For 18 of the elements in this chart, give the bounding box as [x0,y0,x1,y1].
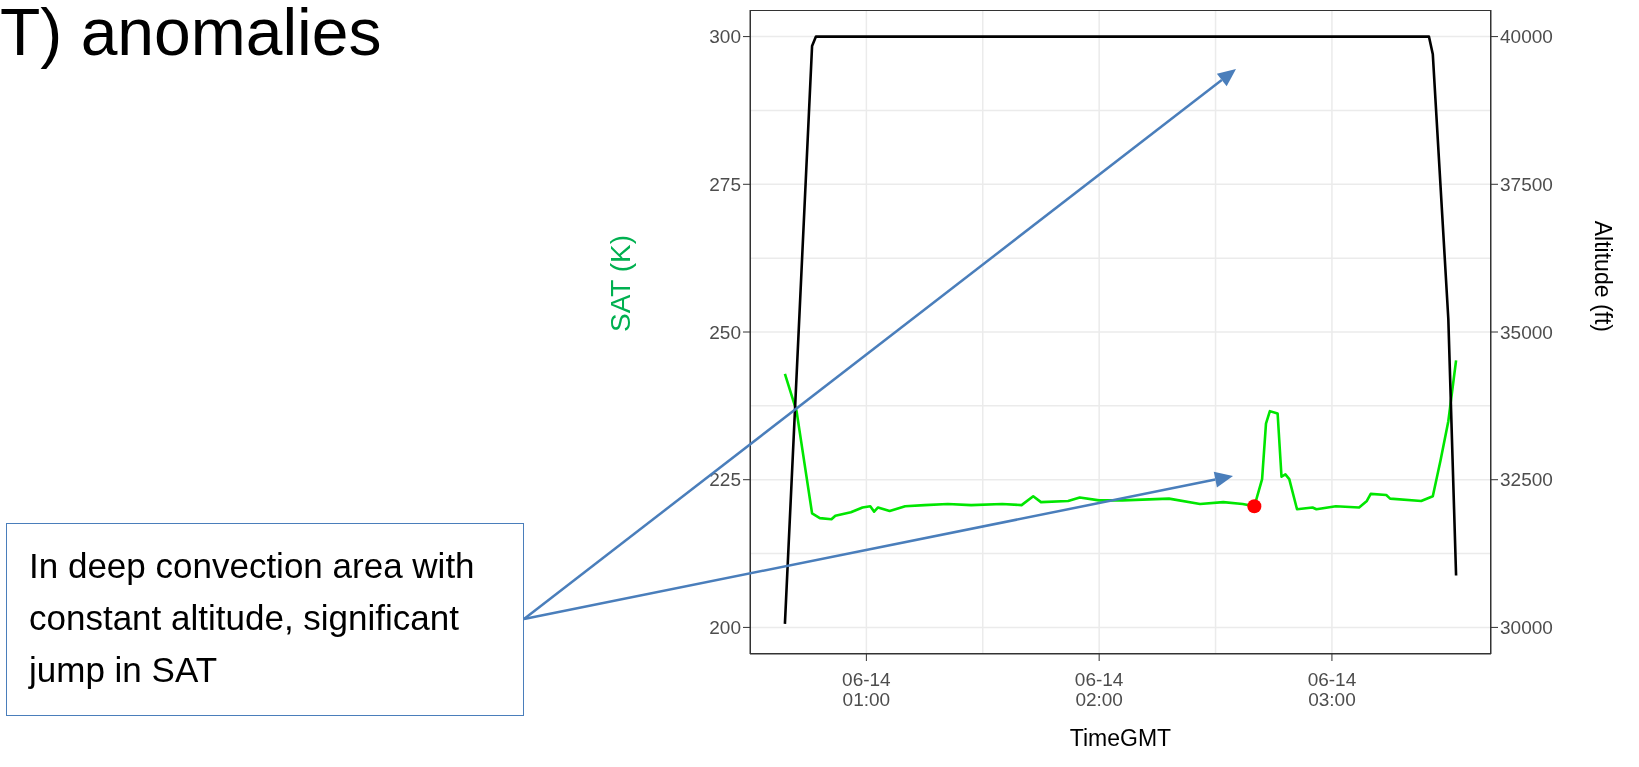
y-axis-title: SAT (K) [604,235,636,332]
y2-axis-title: Altitude (ft) [1589,220,1616,332]
y-tick-label: 275 [709,174,741,196]
y2-tick-label: 32500 [1500,469,1553,491]
x-tick-label: 06-14 01:00 [842,669,892,711]
y2-tick-label: 35000 [1500,321,1553,343]
x-tick-label: 06-14 03:00 [1307,669,1357,711]
x-axis-title: TimeGMT [1069,725,1172,751]
y-tick-label: 200 [709,617,741,639]
y-tick-label: 225 [709,469,741,491]
y-tick-label: 300 [709,26,741,48]
y2-tick-label: 40000 [1500,26,1553,48]
y2-tick-label: 37500 [1500,174,1553,196]
y-tick-label: 250 [709,321,741,343]
x-tick-label: 06-14 02:00 [1074,669,1124,711]
text: T) anomalies [0,0,382,70]
text: In deep convection area with constant altitude, significant jump in SAT [6,523,524,716]
y2-tick-label: 30000 [1500,617,1553,639]
